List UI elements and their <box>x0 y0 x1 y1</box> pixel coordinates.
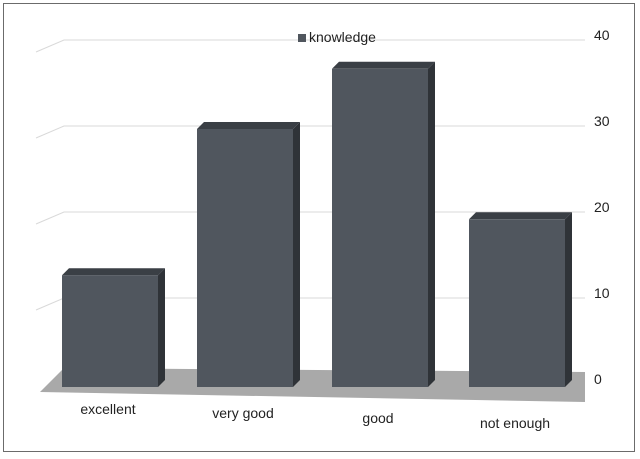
y-tick-label: 0 <box>594 371 602 387</box>
x-axis-categories: excellent very good good not enough <box>80 401 550 431</box>
bars <box>62 61 572 388</box>
bar <box>469 212 572 387</box>
bar <box>197 122 300 387</box>
bar <box>62 268 165 387</box>
bar-top <box>197 122 300 129</box>
bar <box>332 61 435 388</box>
bar-top <box>332 61 435 69</box>
legend: knowledge <box>298 29 376 45</box>
bar-side <box>565 212 572 387</box>
bar-top <box>62 268 165 276</box>
bar-side <box>428 61 435 388</box>
y-tick-label: 20 <box>594 199 610 215</box>
legend-swatch-knowledge <box>298 34 306 42</box>
floor-plane <box>40 368 585 402</box>
bar-top <box>469 212 572 220</box>
bar-front <box>197 129 293 387</box>
y-axis-ticks: 0 10 20 30 40 <box>594 27 610 387</box>
y-tick-label: 30 <box>594 113 610 129</box>
x-category-label: good <box>362 410 393 426</box>
y-tick-label: 10 <box>594 285 610 301</box>
x-category-label: very good <box>212 405 273 421</box>
bar-side <box>158 268 165 387</box>
bar-side <box>293 122 300 387</box>
y-tick-label: 40 <box>594 27 610 43</box>
gridline <box>35 39 585 53</box>
x-category-label: not enough <box>480 415 550 431</box>
bar-front <box>469 219 565 387</box>
legend-label-knowledge: knowledge <box>309 29 376 45</box>
bar-front <box>332 68 428 388</box>
chart-floor <box>40 368 585 402</box>
gridline <box>35 125 585 139</box>
x-category-label: excellent <box>80 401 135 417</box>
bar-front <box>62 275 158 387</box>
